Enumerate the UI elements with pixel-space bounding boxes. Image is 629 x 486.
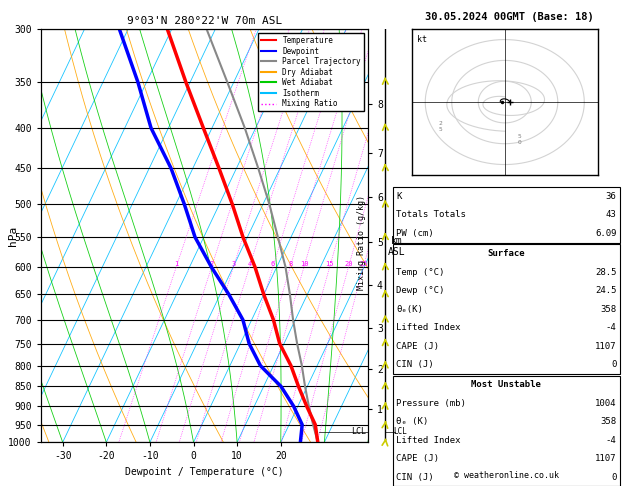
Text: 8: 8 [288,261,292,267]
Text: PW (cm): PW (cm) [396,229,434,238]
Text: Most Unstable: Most Unstable [471,381,542,389]
Title: 9°03'N 280°22'W 70m ASL: 9°03'N 280°22'W 70m ASL [127,16,282,26]
Legend: Temperature, Dewpoint, Parcel Trajectory, Dry Adiabat, Wet Adiabat, Isotherm, Mi: Temperature, Dewpoint, Parcel Trajectory… [258,33,364,111]
Text: -4: -4 [606,323,616,332]
Text: CIN (J): CIN (J) [396,360,434,369]
Text: 30.05.2024 00GMT (Base: 18): 30.05.2024 00GMT (Base: 18) [425,12,594,22]
Text: θₑ (K): θₑ (K) [396,417,428,426]
Text: 0: 0 [611,473,616,482]
Text: Temp (°C): Temp (°C) [396,268,445,277]
Text: 1004: 1004 [595,399,616,408]
Text: 1107: 1107 [595,342,616,350]
Text: 6: 6 [271,261,275,267]
Text: 28.5: 28.5 [595,268,616,277]
Text: Mixing Ratio (g/kg): Mixing Ratio (g/kg) [357,195,366,291]
Text: Pressure (mb): Pressure (mb) [396,399,466,408]
Text: 358: 358 [600,305,616,313]
Text: Totals Totals: Totals Totals [396,210,466,219]
Y-axis label: km
ASL: km ASL [388,236,406,257]
Text: 5
0: 5 0 [518,134,522,145]
Text: LCL: LCL [351,427,366,436]
Text: K: K [396,192,402,201]
Text: -4: -4 [606,436,616,445]
Text: 36: 36 [606,192,616,201]
Text: 2
5: 2 5 [438,122,442,132]
Text: 3: 3 [231,261,235,267]
Text: 24.5: 24.5 [595,286,616,295]
Text: 1: 1 [174,261,179,267]
Text: Surface: Surface [487,249,525,258]
Text: 10: 10 [299,261,308,267]
Text: CIN (J): CIN (J) [396,473,434,482]
Text: CAPE (J): CAPE (J) [396,454,439,463]
Text: 358: 358 [600,417,616,426]
Text: Lifted Index: Lifted Index [396,323,461,332]
Y-axis label: hPa: hPa [8,226,18,246]
Text: 0: 0 [611,360,616,369]
Text: 15: 15 [325,261,334,267]
Text: Lifted Index: Lifted Index [396,436,461,445]
Text: 43: 43 [606,210,616,219]
Text: © weatheronline.co.uk: © weatheronline.co.uk [454,471,559,480]
Text: 20: 20 [344,261,353,267]
Text: Dewp (°C): Dewp (°C) [396,286,445,295]
Text: CAPE (J): CAPE (J) [396,342,439,350]
Text: 6.09: 6.09 [595,229,616,238]
Text: 1107: 1107 [595,454,616,463]
X-axis label: Dewpoint / Temperature (°C): Dewpoint / Temperature (°C) [125,467,284,477]
Text: 2: 2 [209,261,214,267]
Text: LCL: LCL [394,427,408,436]
Text: 4: 4 [247,261,252,267]
Text: 25: 25 [359,261,368,267]
Text: θₑ(K): θₑ(K) [396,305,423,313]
Text: kt: kt [417,35,427,44]
